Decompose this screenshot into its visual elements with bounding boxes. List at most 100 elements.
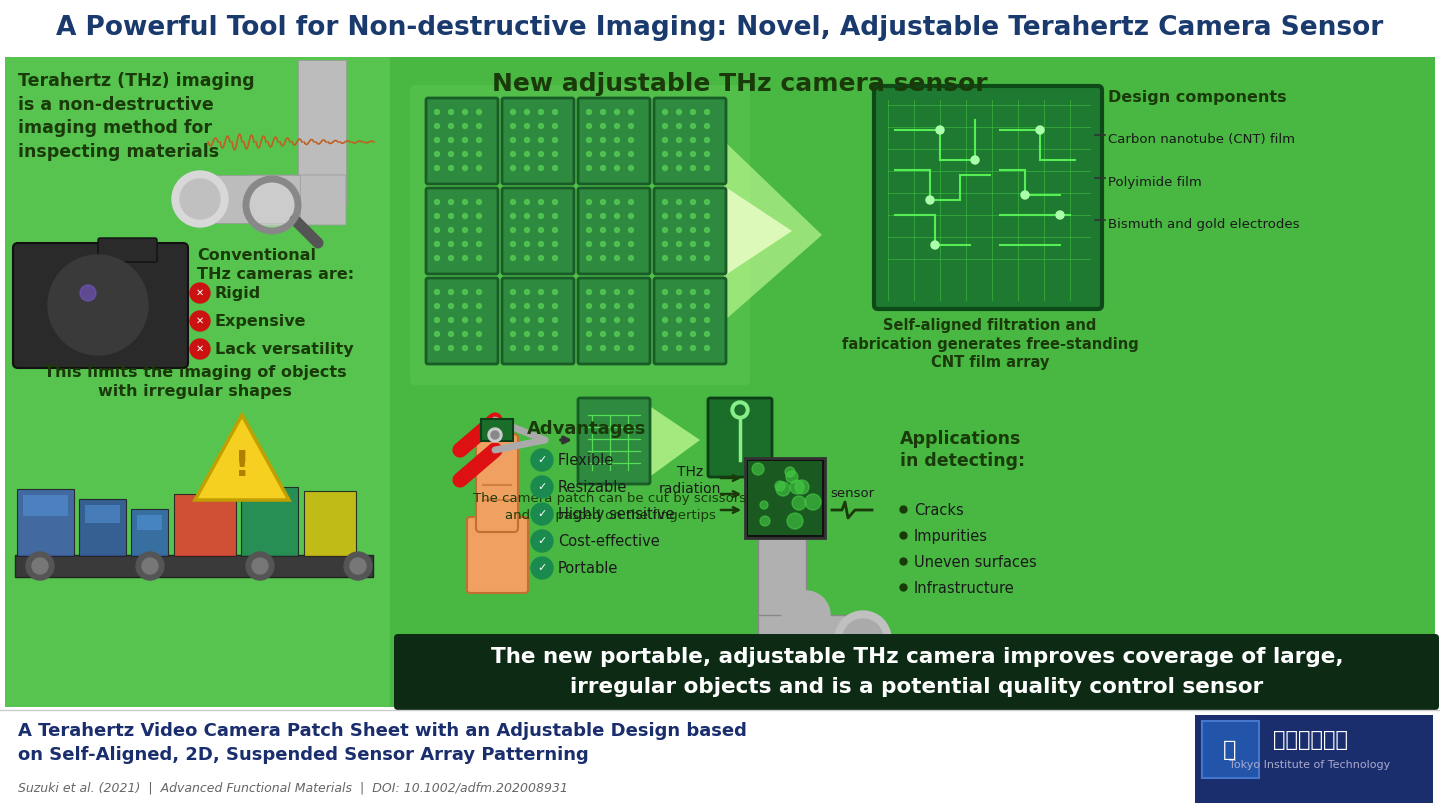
Circle shape: [586, 346, 592, 351]
Circle shape: [691, 304, 696, 309]
Circle shape: [448, 228, 454, 232]
Circle shape: [539, 214, 543, 219]
Circle shape: [448, 331, 454, 336]
Circle shape: [691, 318, 696, 322]
Text: ✓: ✓: [537, 482, 547, 492]
Text: 工: 工: [1224, 740, 1237, 760]
Circle shape: [586, 289, 592, 295]
Circle shape: [971, 156, 979, 164]
Text: Cost-effective: Cost-effective: [559, 534, 660, 549]
Circle shape: [662, 151, 668, 156]
Text: New adjustable THz camera sensor: New adjustable THz camera sensor: [492, 72, 988, 96]
Text: Rigid: Rigid: [215, 286, 261, 301]
Circle shape: [677, 346, 681, 351]
Circle shape: [553, 346, 557, 351]
Circle shape: [760, 516, 770, 526]
Circle shape: [704, 199, 710, 204]
Circle shape: [539, 241, 543, 246]
Circle shape: [477, 318, 481, 322]
Circle shape: [628, 228, 634, 232]
FancyBboxPatch shape: [426, 278, 498, 364]
Circle shape: [81, 285, 96, 301]
Circle shape: [704, 228, 710, 232]
Circle shape: [539, 346, 543, 351]
FancyBboxPatch shape: [503, 98, 575, 184]
Text: Design components: Design components: [1107, 90, 1286, 105]
Circle shape: [677, 255, 681, 261]
Circle shape: [615, 331, 619, 336]
Circle shape: [448, 304, 454, 309]
Circle shape: [677, 241, 681, 246]
Circle shape: [435, 151, 439, 156]
Circle shape: [477, 123, 481, 129]
FancyBboxPatch shape: [744, 458, 825, 538]
Circle shape: [615, 304, 619, 309]
Text: ✓: ✓: [537, 455, 547, 465]
Circle shape: [662, 228, 668, 232]
Circle shape: [539, 228, 543, 232]
Circle shape: [662, 331, 668, 336]
Circle shape: [488, 428, 503, 442]
Circle shape: [704, 138, 710, 143]
Circle shape: [615, 199, 619, 204]
FancyBboxPatch shape: [874, 86, 1102, 309]
Circle shape: [539, 109, 543, 114]
Circle shape: [704, 331, 710, 336]
Circle shape: [524, 318, 530, 322]
Circle shape: [511, 228, 516, 232]
Circle shape: [704, 109, 710, 114]
Circle shape: [600, 228, 605, 232]
Circle shape: [76, 283, 120, 327]
FancyBboxPatch shape: [23, 495, 68, 516]
Circle shape: [553, 331, 557, 336]
Circle shape: [677, 109, 681, 114]
Circle shape: [805, 494, 821, 510]
Circle shape: [662, 289, 668, 295]
FancyBboxPatch shape: [174, 494, 236, 556]
Text: A Powerful Tool for Non-destructive Imaging: Novel, Adjustable Terahertz Camera : A Powerful Tool for Non-destructive Imag…: [56, 15, 1384, 41]
Circle shape: [553, 304, 557, 309]
Circle shape: [246, 179, 298, 231]
Circle shape: [615, 165, 619, 170]
Circle shape: [524, 123, 530, 129]
Circle shape: [1021, 191, 1030, 199]
Circle shape: [448, 255, 454, 261]
Circle shape: [586, 165, 592, 170]
Circle shape: [524, 109, 530, 114]
Circle shape: [435, 109, 439, 114]
Circle shape: [662, 214, 668, 219]
FancyBboxPatch shape: [481, 419, 513, 441]
Circle shape: [553, 109, 557, 114]
Circle shape: [553, 165, 557, 170]
Circle shape: [539, 318, 543, 322]
Text: Advantages: Advantages: [527, 420, 647, 438]
Text: Polyimide film: Polyimide film: [1107, 176, 1202, 189]
Circle shape: [704, 289, 710, 295]
Circle shape: [539, 138, 543, 143]
Circle shape: [628, 151, 634, 156]
Circle shape: [704, 214, 710, 219]
Circle shape: [246, 552, 274, 580]
Circle shape: [586, 109, 592, 114]
Circle shape: [511, 241, 516, 246]
Circle shape: [553, 255, 557, 261]
Circle shape: [600, 199, 605, 204]
Circle shape: [435, 138, 439, 143]
Circle shape: [600, 214, 605, 219]
Circle shape: [1035, 126, 1044, 134]
Circle shape: [842, 619, 883, 659]
Circle shape: [539, 304, 543, 309]
Circle shape: [448, 199, 454, 204]
FancyBboxPatch shape: [0, 710, 1440, 810]
Circle shape: [615, 109, 619, 114]
FancyBboxPatch shape: [240, 487, 298, 556]
Circle shape: [704, 255, 710, 261]
Circle shape: [350, 558, 366, 574]
FancyBboxPatch shape: [757, 538, 806, 633]
Circle shape: [477, 165, 481, 170]
Circle shape: [462, 138, 468, 143]
FancyBboxPatch shape: [654, 188, 726, 274]
Text: ✕: ✕: [196, 344, 204, 354]
Circle shape: [600, 109, 605, 114]
Circle shape: [448, 165, 454, 170]
